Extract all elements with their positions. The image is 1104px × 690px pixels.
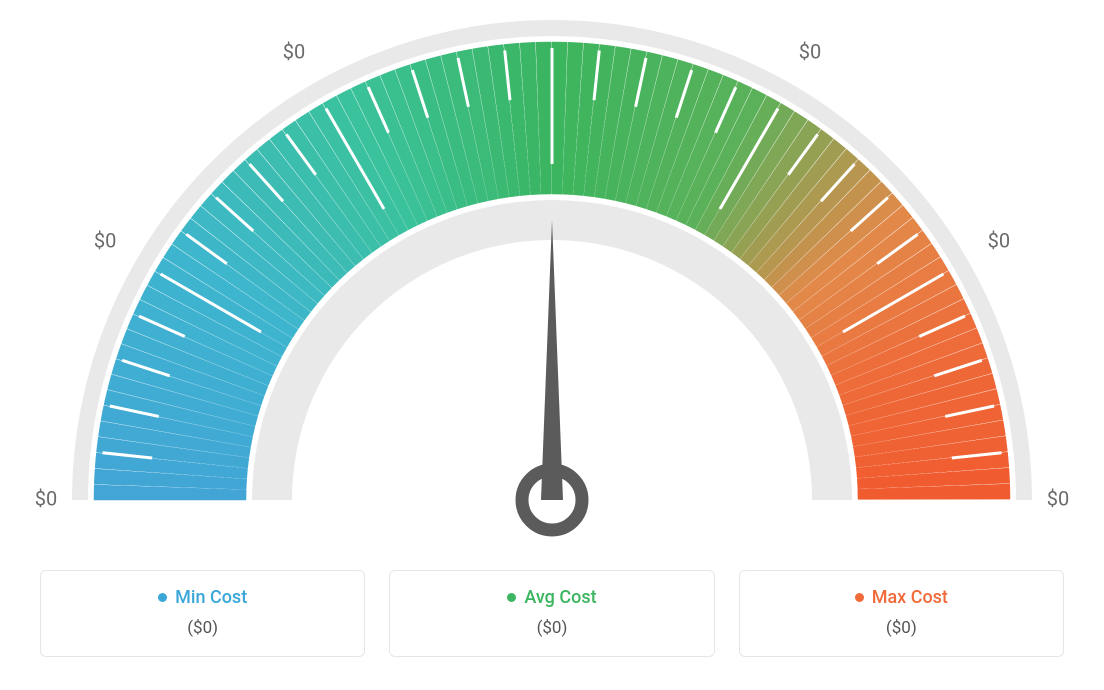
gauge-tick-label: $0 <box>35 486 57 510</box>
legend-label-avg: Avg Cost <box>524 587 596 608</box>
legend-title-max: Max Cost <box>855 587 948 608</box>
gauge-tick-label: $0 <box>94 228 116 252</box>
legend-dot-avg <box>507 593 516 602</box>
legend-value-min: ($0) <box>53 618 352 638</box>
legend-title-min: Min Cost <box>158 587 247 608</box>
legend-value-avg: ($0) <box>402 618 701 638</box>
gauge-needle <box>541 220 563 500</box>
legend-card-min: Min Cost ($0) <box>40 570 365 657</box>
legend-label-min: Min Cost <box>175 587 247 608</box>
gauge-tick-label: $0 <box>283 39 305 63</box>
legend-card-max: Max Cost ($0) <box>739 570 1064 657</box>
legend-label-max: Max Cost <box>872 587 948 608</box>
legend-value-max: ($0) <box>752 618 1051 638</box>
gauge-tick-label: $0 <box>988 228 1010 252</box>
legend-dot-max <box>855 593 864 602</box>
legend-title-avg: Avg Cost <box>507 587 596 608</box>
legend-card-avg: Avg Cost ($0) <box>389 570 714 657</box>
legend-row: Min Cost ($0) Avg Cost ($0) Max Cost ($0… <box>0 570 1104 657</box>
legend-dot-min <box>158 593 167 602</box>
gauge-tick-label: $0 <box>799 39 821 63</box>
gauge-chart: $0$0$0$0$0$0$0 <box>0 0 1104 560</box>
gauge-container: $0$0$0$0$0$0$0 <box>0 0 1104 560</box>
gauge-tick-label: $0 <box>1047 486 1069 510</box>
